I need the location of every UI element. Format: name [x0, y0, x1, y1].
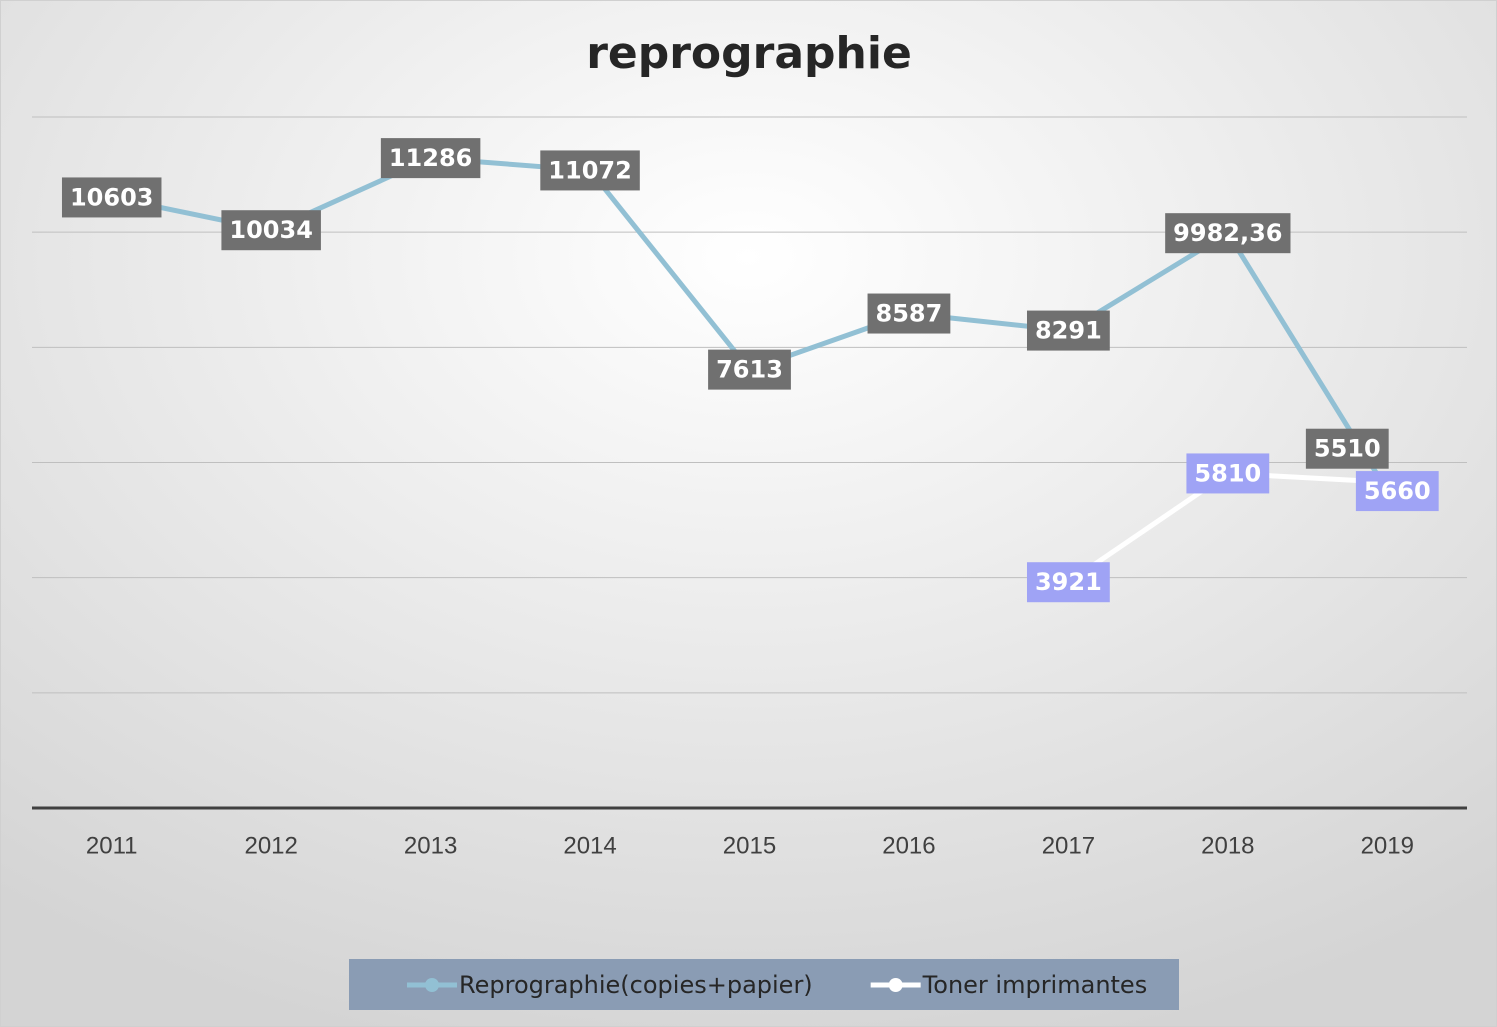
data-label-box [1165, 213, 1291, 254]
data-label-box [1026, 310, 1110, 351]
data-label-box [380, 138, 481, 179]
data-label: 5660 [1364, 477, 1431, 505]
data-label-box [540, 150, 640, 191]
x-tick-label: 2018 [1201, 832, 1254, 859]
data-label: 10603 [70, 183, 154, 211]
legend-label: Toner imprimantes [922, 971, 1148, 999]
x-tick-label: 2015 [723, 832, 776, 859]
data-label: 3921 [1035, 568, 1102, 596]
data-label-box [61, 177, 162, 218]
legend-box [349, 959, 1179, 1010]
data-label: 8291 [1035, 317, 1102, 345]
legend-label: Reprographie(copies+papier) [459, 971, 813, 999]
data-label: 11286 [389, 144, 473, 172]
data-label: 9982,36 [1173, 219, 1282, 247]
data-label-box [1186, 453, 1270, 494]
x-tick-label: 2017 [1042, 832, 1095, 859]
data-label-box [1026, 562, 1110, 603]
data-label: 11072 [548, 156, 632, 184]
data-label: 5810 [1194, 459, 1261, 487]
x-tick-label: 2013 [404, 832, 457, 859]
legend-marker [425, 978, 439, 992]
legend-marker [888, 978, 903, 992]
data-label: 8587 [876, 300, 943, 328]
x-tick-label: 2019 [1361, 832, 1414, 859]
x-tick-label: 2014 [563, 832, 616, 859]
x-tick-label: 2011 [86, 832, 138, 859]
x-tick-label: 2012 [244, 832, 297, 859]
data-label-box [708, 349, 791, 390]
chart-title: reprographie [586, 28, 912, 79]
data-label: 10034 [229, 216, 313, 244]
data-label: 5510 [1314, 435, 1381, 463]
data-label-box [867, 293, 951, 334]
data-label: 7613 [716, 356, 783, 384]
data-label-box [1355, 471, 1439, 512]
data-label-box [221, 210, 321, 251]
data-label-box [1305, 428, 1389, 469]
x-tick-label: 2016 [882, 832, 935, 859]
